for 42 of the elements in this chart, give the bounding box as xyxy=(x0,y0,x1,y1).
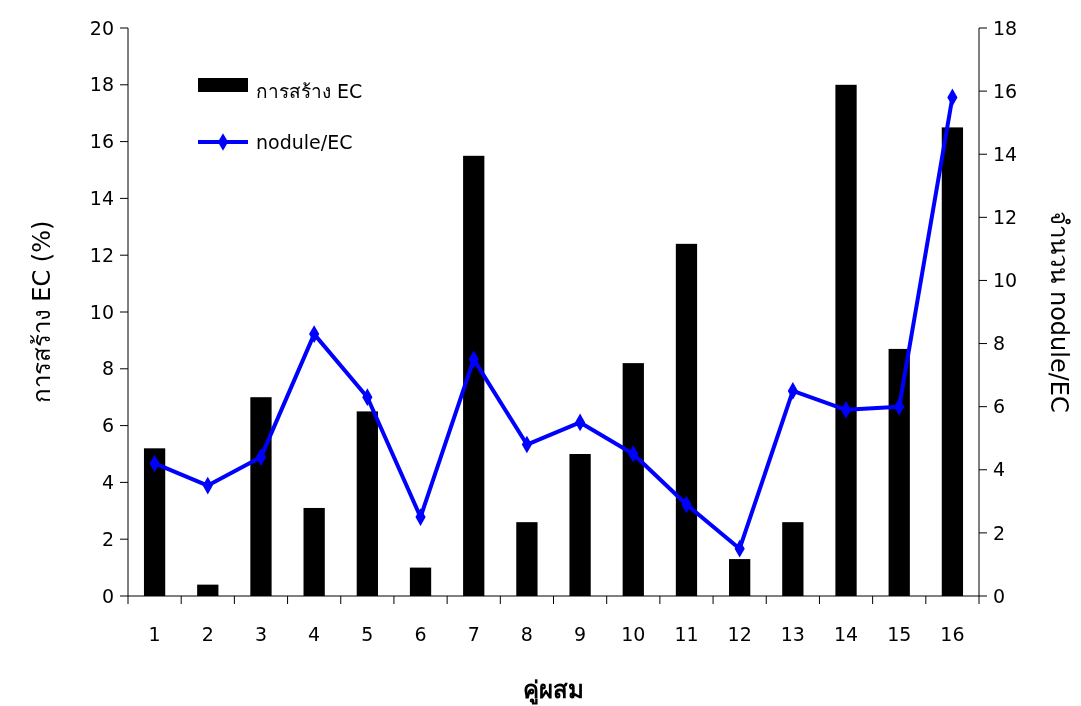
x-tick-label: 3 xyxy=(254,623,268,645)
x-tick-label: 5 xyxy=(361,623,374,645)
y2-tick-label: 0 xyxy=(993,584,1006,607)
y-tick-label: 8 xyxy=(101,357,114,380)
y2-tick-label: 4 xyxy=(993,458,1006,481)
x-tick-label: 11 xyxy=(674,623,699,645)
y-tick-label: 6 xyxy=(101,414,114,437)
x-tick-label: 4 xyxy=(308,623,321,645)
y-tick-label: 12 xyxy=(89,243,114,266)
x-tick-label: 8 xyxy=(520,623,533,645)
legend-label: การสร้าง EC xyxy=(256,79,363,102)
y2-tick-label: 12 xyxy=(993,205,1018,228)
y2-axis-title: จำนวน nodule/EC xyxy=(1045,211,1073,413)
y-tick-label: 18 xyxy=(89,73,114,96)
x-tick-label: 12 xyxy=(727,623,752,645)
x-tick-label: 13 xyxy=(780,623,805,645)
y2-tick-label: 6 xyxy=(993,395,1006,418)
x-tick-label: 1 xyxy=(148,623,161,645)
y2-tick-label: 16 xyxy=(993,79,1018,102)
x-tick-label: 7 xyxy=(467,623,480,645)
y2-tick-label: 2 xyxy=(993,521,1006,544)
y-tick-label: 16 xyxy=(89,130,114,153)
y-tick-label: 10 xyxy=(89,300,114,323)
y-tick-label: 0 xyxy=(101,584,114,607)
x-tick-label: 6 xyxy=(414,623,427,645)
y-tick-label: 20 xyxy=(89,16,114,39)
y-tick-label: 4 xyxy=(101,471,114,494)
x-tick-label: 16 xyxy=(940,623,965,645)
x-axis-title: คู่ผสม xyxy=(523,676,584,705)
y2-tick-label: 8 xyxy=(993,332,1006,355)
legend-label: nodule/EC xyxy=(256,130,353,153)
x-tick-label: 10 xyxy=(621,623,646,645)
y-tick-label: 14 xyxy=(89,187,114,210)
y-axis-title: การสร้าง EC (%) xyxy=(28,220,56,404)
x-tick-label: 14 xyxy=(833,623,859,645)
y-tick-label: 2 xyxy=(101,527,114,550)
x-tick-label: 15 xyxy=(887,623,912,645)
x-tick-label: 2 xyxy=(201,623,214,645)
y2-tick-label: 18 xyxy=(993,16,1018,39)
x-tick-label: 9 xyxy=(574,623,587,645)
y2-tick-label: 10 xyxy=(993,269,1018,292)
y2-tick-label: 14 xyxy=(993,142,1018,165)
